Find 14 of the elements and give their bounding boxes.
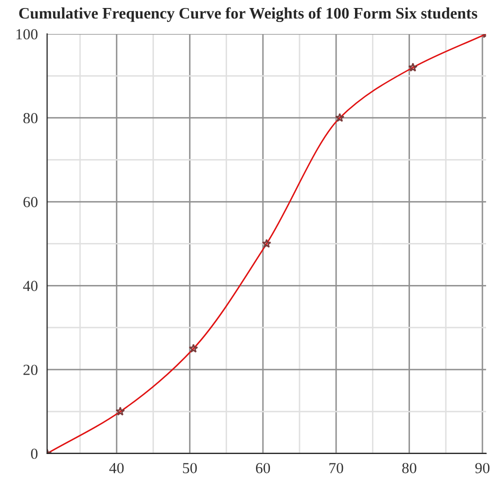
y-tick-label: 40 xyxy=(23,280,38,292)
y-tick-label: 80 xyxy=(23,112,38,124)
y-tick-label: 0 xyxy=(31,448,38,459)
line-series xyxy=(47,34,486,454)
x-tick-label: 50 xyxy=(183,462,197,474)
y-tick-label: 100 xyxy=(16,29,38,40)
x-tick-label: 80 xyxy=(402,462,416,474)
chart-title: Cumulative Frequency Curve for Weights of 100 Form Six students xyxy=(19,7,478,22)
x-tick-label: 60 xyxy=(256,462,270,474)
x-tick-label: 90 xyxy=(475,462,490,474)
y-tick-label: 20 xyxy=(23,364,38,376)
x-tick-label: 70 xyxy=(329,462,344,474)
y-tick-label: 60 xyxy=(23,196,38,208)
x-tick-label: 40 xyxy=(109,462,124,474)
